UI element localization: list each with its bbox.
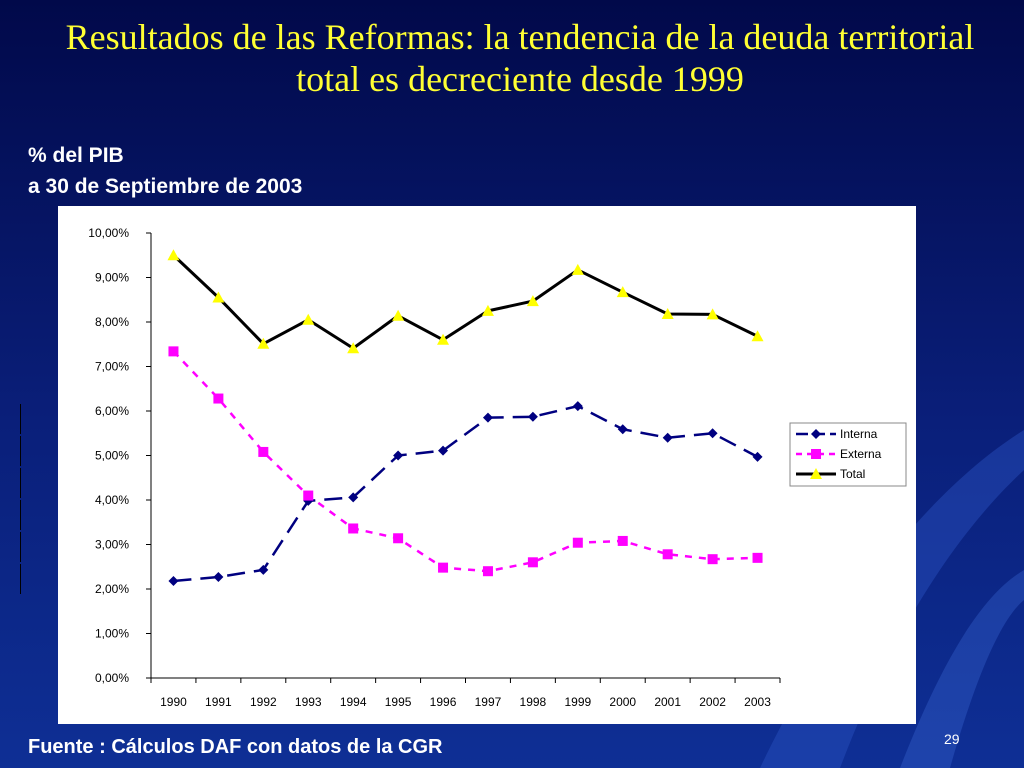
x-tick-label: 2000 xyxy=(609,695,636,709)
data-point-interna xyxy=(482,412,493,423)
x-tick-label: 1997 xyxy=(475,695,502,709)
y-tick-label: 6,00% xyxy=(95,404,129,418)
units-label: % del PIB a 30 de Septiembre de 2003 xyxy=(28,140,302,202)
source-note: Fuente : Cálculos DAF con datos de la CG… xyxy=(28,736,443,758)
x-tick-label: 1991 xyxy=(205,695,232,709)
y-tick-label: 1,00% xyxy=(95,627,129,641)
series-line-externa xyxy=(172,350,758,573)
data-point-total xyxy=(167,249,180,261)
y-tick-label: 7,00% xyxy=(95,360,129,374)
data-point-total xyxy=(257,337,270,349)
data-point-total xyxy=(302,313,315,325)
x-tick-label: 1992 xyxy=(250,695,277,709)
units-line-1: % del PIB xyxy=(28,144,124,167)
data-point-total xyxy=(571,263,584,275)
data-point-externa xyxy=(617,535,628,546)
data-point-externa xyxy=(527,557,538,568)
data-point-total xyxy=(526,295,539,307)
data-point-externa xyxy=(213,393,224,404)
series-externa xyxy=(168,346,763,577)
x-tick-label: 1995 xyxy=(385,695,412,709)
chart-legend: Interna Externa Total xyxy=(789,422,907,487)
data-point-externa xyxy=(482,566,493,577)
data-point-total xyxy=(706,308,719,320)
x-tick-label: 1993 xyxy=(295,695,322,709)
x-tick-label: 2001 xyxy=(654,695,681,709)
legend-marker-total xyxy=(810,468,822,479)
y-tick-label: 0,00% xyxy=(95,671,129,685)
data-point-total xyxy=(212,291,225,303)
page-number: 29 xyxy=(944,731,960,747)
data-point-externa xyxy=(752,552,763,563)
data-point-interna xyxy=(438,445,449,456)
x-tick-label: 1999 xyxy=(564,695,591,709)
data-point-externa xyxy=(348,523,359,534)
data-point-externa xyxy=(438,562,449,573)
slide-title: Resultados de las Reformas: la tendencia… xyxy=(65,17,975,99)
data-point-total xyxy=(661,307,674,319)
chart-panel: 0,00% 1,00% 2,00% 3,00% 4,00% 5,00% 6,00% 7,00%… xyxy=(58,206,916,724)
data-point-externa xyxy=(258,446,269,457)
data-point-externa xyxy=(572,537,583,548)
line-chart: 0,00% 1,00% 2,00% 3,00% 4,00% 5,00% 6,00% 7,00%… xyxy=(88,226,907,709)
x-tick-label: 1998 xyxy=(520,695,547,709)
data-point-total xyxy=(392,309,405,321)
data-point-interna xyxy=(258,564,269,575)
y-tick-label: 2,00% xyxy=(95,582,129,596)
x-tick-label: 1990 xyxy=(160,695,187,709)
y-tick-label: 5,00% xyxy=(95,449,129,463)
legend-label-interna: Interna xyxy=(840,427,878,441)
x-tick-label: 2003 xyxy=(744,695,771,709)
series-line-interna xyxy=(173,404,759,583)
x-tick-label: 1994 xyxy=(340,695,367,709)
data-point-interna xyxy=(707,428,718,439)
y-tick-label: 10,00% xyxy=(88,226,129,240)
data-point-interna xyxy=(393,450,404,461)
y-tick-label: 9,00% xyxy=(95,271,129,285)
y-tick-label: 8,00% xyxy=(95,315,129,329)
data-point-interna xyxy=(213,571,224,582)
x-tick-label: 1996 xyxy=(430,695,457,709)
data-point-externa xyxy=(707,554,718,565)
data-point-externa xyxy=(303,490,314,501)
data-point-interna xyxy=(572,401,583,412)
data-point-interna xyxy=(617,424,628,435)
y-tick-label: 3,00% xyxy=(95,538,129,552)
data-point-total xyxy=(347,342,360,354)
series-interna xyxy=(168,401,763,586)
y-tick-label: 4,00% xyxy=(95,493,129,507)
data-point-total xyxy=(437,333,450,345)
legend-marker-interna xyxy=(811,429,821,439)
x-tick-label: 2002 xyxy=(699,695,726,709)
series-line-total xyxy=(172,254,759,350)
data-point-externa xyxy=(168,346,179,357)
legend-marker-externa xyxy=(811,449,821,459)
data-point-interna xyxy=(348,492,359,503)
data-point-total xyxy=(481,304,494,316)
series-total xyxy=(167,249,764,354)
data-point-interna xyxy=(662,432,673,443)
data-point-interna xyxy=(527,411,538,422)
legend-label-total: Total xyxy=(840,467,865,481)
data-point-interna xyxy=(168,575,179,586)
units-line-2: a 30 de Septiembre de 2003 xyxy=(28,175,303,198)
legend-label-externa: Externa xyxy=(840,447,882,461)
data-point-total xyxy=(616,286,629,298)
data-point-externa xyxy=(393,533,404,544)
data-point-total xyxy=(751,330,764,342)
data-point-externa xyxy=(662,549,673,560)
data-point-interna xyxy=(752,451,763,462)
side-decoration xyxy=(20,404,24,594)
